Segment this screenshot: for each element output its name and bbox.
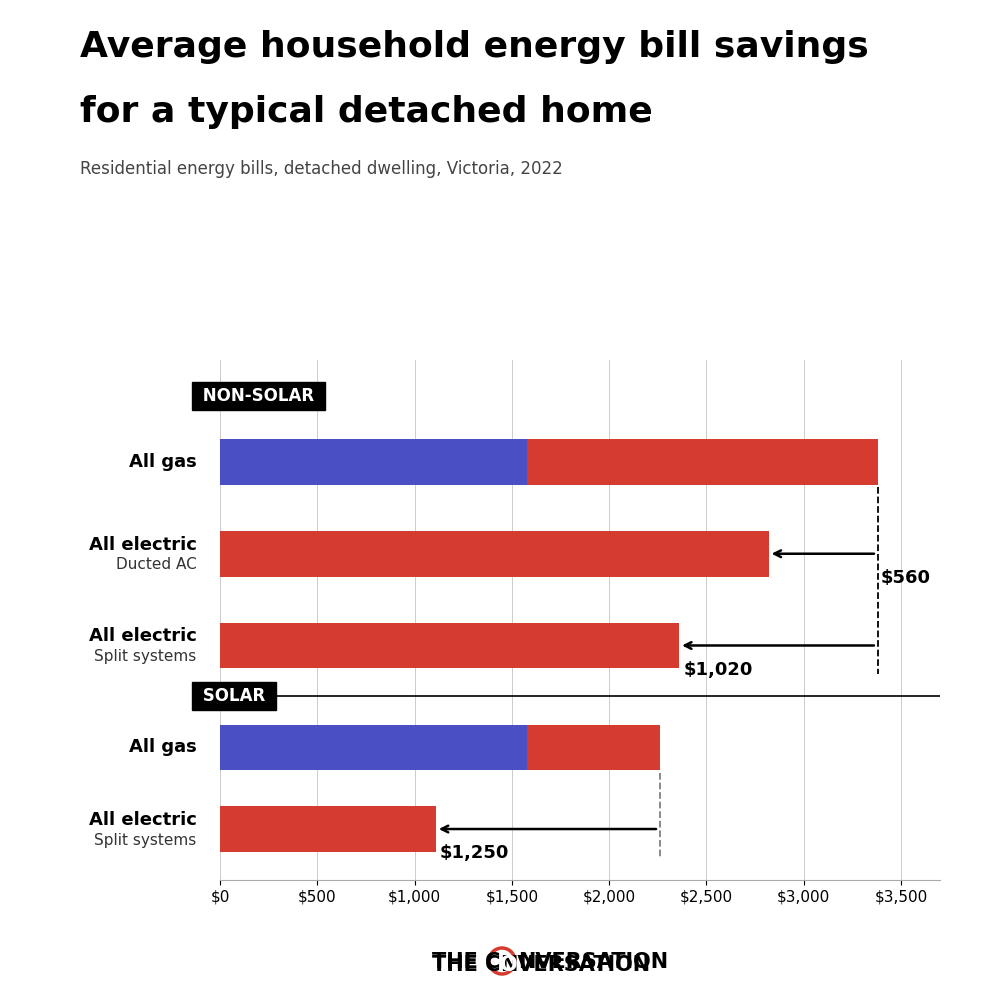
Text: All electric: All electric bbox=[89, 536, 197, 554]
Text: Average household energy bill savings: Average household energy bill savings bbox=[80, 30, 869, 64]
Text: $1,020: $1,020 bbox=[683, 661, 753, 679]
Text: $1,250: $1,250 bbox=[440, 844, 509, 862]
Text: Ducted AC: Ducted AC bbox=[116, 557, 197, 572]
Text: $560: $560 bbox=[881, 569, 931, 587]
Bar bbox=[220, 725, 527, 770]
Text: NON-SOLAR: NON-SOLAR bbox=[197, 387, 320, 405]
Bar bbox=[220, 439, 527, 485]
Bar bbox=[220, 806, 436, 852]
Bar bbox=[220, 623, 679, 668]
Bar bbox=[527, 439, 878, 485]
Bar bbox=[527, 725, 660, 770]
Text: Split systems: Split systems bbox=[94, 833, 197, 848]
Text: THE C: THE C bbox=[432, 952, 500, 972]
Text: NVERSATION: NVERSATION bbox=[518, 952, 668, 972]
Text: O: O bbox=[500, 955, 518, 975]
Text: NVERSATION: NVERSATION bbox=[500, 955, 650, 975]
Text: Residential energy bills, detached dwelling, Victoria, 2022: Residential energy bills, detached dwell… bbox=[80, 160, 563, 178]
Text: Split systems: Split systems bbox=[94, 649, 197, 664]
Text: SOLAR: SOLAR bbox=[197, 687, 271, 705]
Text: All gas: All gas bbox=[129, 453, 197, 471]
Text: All gas: All gas bbox=[129, 738, 197, 756]
Text: THE C: THE C bbox=[432, 955, 500, 975]
Text: for a typical detached home: for a typical detached home bbox=[80, 95, 653, 129]
Text: All electric: All electric bbox=[89, 627, 197, 645]
Text: O: O bbox=[493, 952, 511, 972]
Bar bbox=[220, 531, 769, 577]
Text: All electric: All electric bbox=[89, 811, 197, 829]
